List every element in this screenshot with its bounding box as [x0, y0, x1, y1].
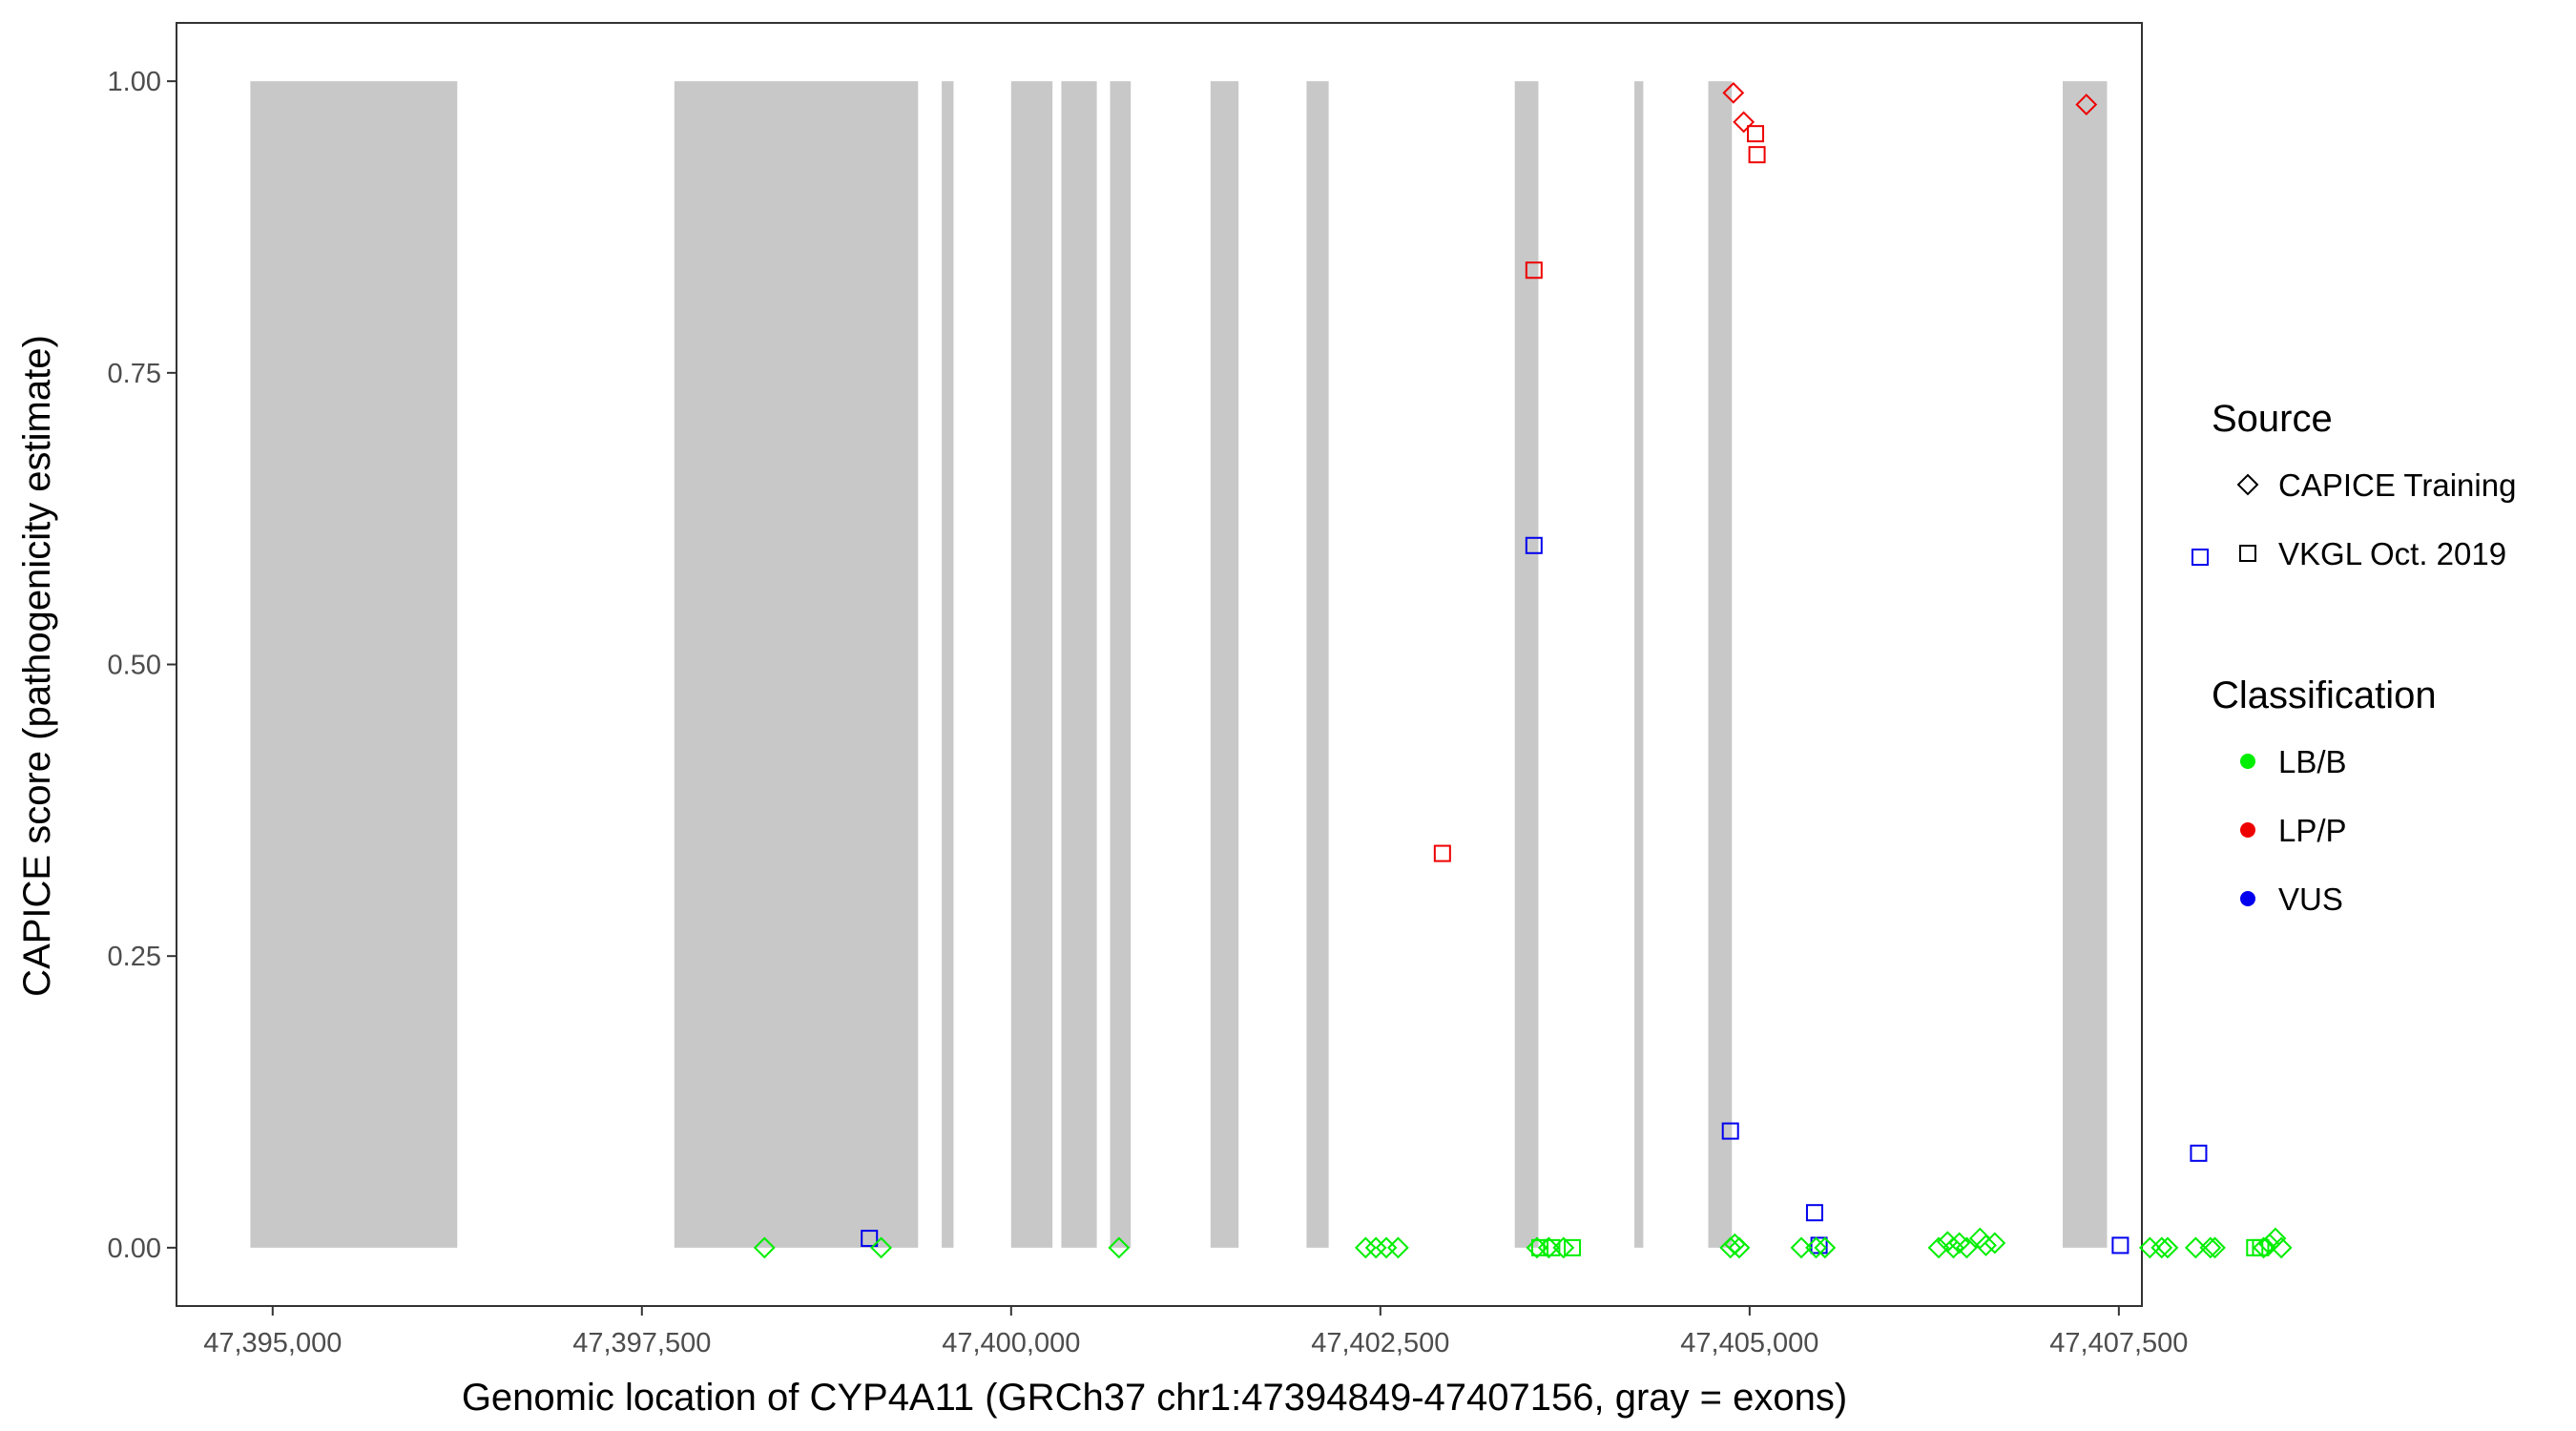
x-tick-label: 47,405,000: [1680, 1328, 1818, 1358]
y-tick-label: 0.50: [108, 651, 161, 681]
data-point-square: [1433, 844, 1451, 862]
legend-item-lb-b: LB/B: [2240, 744, 2347, 779]
data-point-square: [1543, 1238, 1561, 1256]
data-point-diamond: [1790, 1236, 1813, 1259]
data-point-square: [2191, 549, 2209, 567]
data-point-diamond: [1719, 1236, 1742, 1259]
y-tick-label: 0.75: [108, 359, 161, 389]
data-point-diamond: [1733, 111, 1755, 134]
y-tick-label: 1.00: [108, 67, 161, 97]
data-point-square: [861, 1230, 879, 1248]
data-point-square: [2111, 1236, 2129, 1255]
data-point-square: [1564, 1238, 1582, 1256]
x-tick-label: 47,402,500: [1311, 1328, 1449, 1358]
dot-icon: [2240, 754, 2255, 769]
data-point-square: [1805, 1204, 1823, 1222]
data-points: [753, 81, 2293, 1259]
legend-source-label: CAPICE Training: [2278, 467, 2516, 503]
data-point-square: [1525, 536, 1543, 554]
exon-band: [1634, 81, 1644, 1248]
exon-bands: [250, 81, 2108, 1248]
legend-classification-title: Classification: [2212, 674, 2437, 716]
legend-item-lp-p: LP/P: [2240, 813, 2347, 848]
y-tick-label: 0.25: [108, 942, 161, 972]
data-point-square: [2190, 1144, 2208, 1162]
y-axis-title: CAPICE score (pathogenicity estimate): [16, 335, 58, 997]
data-point-diamond: [2150, 1236, 2173, 1259]
data-point-square: [1525, 261, 1543, 280]
data-point-diamond: [1364, 1236, 1387, 1259]
x-tick-label: 47,397,500: [572, 1328, 711, 1358]
exon-band: [674, 81, 919, 1248]
legend-class-label: LP/P: [2278, 813, 2347, 848]
exon-band: [1010, 81, 1053, 1248]
data-point-diamond: [1728, 1236, 1751, 1259]
data-point-square: [1721, 1122, 1739, 1140]
exon-band: [1306, 81, 1329, 1248]
x-tick-label: 47,395,000: [203, 1328, 342, 1358]
legend: Source CAPICE Training VKGL Oct. 2019 Cl…: [2212, 398, 2516, 917]
data-point-diamond: [1955, 1236, 1978, 1259]
x-axis-title: Genomic location of CYP4A11 (GRCh37 chr1…: [462, 1377, 1847, 1419]
data-point-diamond: [1814, 1236, 1837, 1259]
exon-band: [942, 81, 954, 1248]
data-point-square: [2252, 1238, 2270, 1256]
exon-band: [1708, 81, 1733, 1248]
data-point-diamond: [2199, 1236, 2222, 1259]
exon-band: [250, 81, 458, 1248]
data-point-diamond: [1975, 1234, 1997, 1256]
data-point-diamond: [870, 1236, 892, 1259]
diamond-icon: [2236, 473, 2259, 496]
plot-panel-border: [176, 22, 2143, 1307]
data-point-diamond: [1805, 1236, 1827, 1259]
dot-icon: [2240, 822, 2255, 838]
data-point-square: [1747, 125, 1765, 143]
exon-band: [1210, 81, 1239, 1248]
legend-item-capice-training: CAPICE Training: [2236, 467, 2516, 503]
exon-band: [1110, 81, 1132, 1248]
data-point-diamond: [2075, 93, 2098, 116]
exon-band: [2063, 81, 2108, 1248]
data-point-diamond: [2138, 1236, 2161, 1259]
x-tick-label: 47,400,000: [942, 1328, 1080, 1358]
data-point-diamond: [2204, 1236, 2226, 1259]
data-point-diamond: [1984, 1232, 2006, 1255]
data-point-square: [1748, 146, 1766, 164]
y-tick-label: 0.00: [108, 1234, 161, 1264]
y-axis: 0.00 0.25 0.50 0.75 1.00: [108, 67, 177, 1264]
data-point-diamond: [1386, 1236, 1409, 1259]
square-icon: [2239, 545, 2256, 562]
data-point-diamond: [1537, 1236, 1560, 1259]
data-point-diamond: [2253, 1236, 2275, 1259]
data-point-diamond: [2264, 1227, 2287, 1250]
legend-item-vkgl: VKGL Oct. 2019: [2239, 536, 2506, 571]
x-axis: 47,395,000 47,397,500 47,400,000 47,402,500…: [203, 1306, 2188, 1358]
legend-class-label: VUS: [2278, 881, 2343, 917]
data-point-diamond: [2184, 1236, 2207, 1259]
dot-icon: [2240, 891, 2255, 906]
data-point-square: [1531, 1238, 1549, 1256]
legend-class-label: LB/B: [2278, 744, 2347, 779]
data-point-diamond: [1552, 1236, 1575, 1259]
data-point-diamond: [1722, 81, 1745, 104]
x-tick-label: 47,407,500: [2049, 1328, 2188, 1358]
exon-band: [1061, 81, 1097, 1248]
data-point-diamond: [1927, 1236, 1950, 1259]
data-point-diamond: [753, 1236, 776, 1259]
legend-source-title: Source: [2212, 398, 2333, 440]
data-point-diamond: [2270, 1236, 2293, 1259]
legend-source-label: VKGL Oct. 2019: [2278, 536, 2506, 571]
exon-band: [1514, 81, 1539, 1248]
data-point-diamond: [2156, 1236, 2179, 1259]
data-point-diamond: [1354, 1236, 1377, 1259]
legend-item-vus: VUS: [2240, 881, 2343, 917]
data-point-diamond: [1108, 1236, 1131, 1259]
